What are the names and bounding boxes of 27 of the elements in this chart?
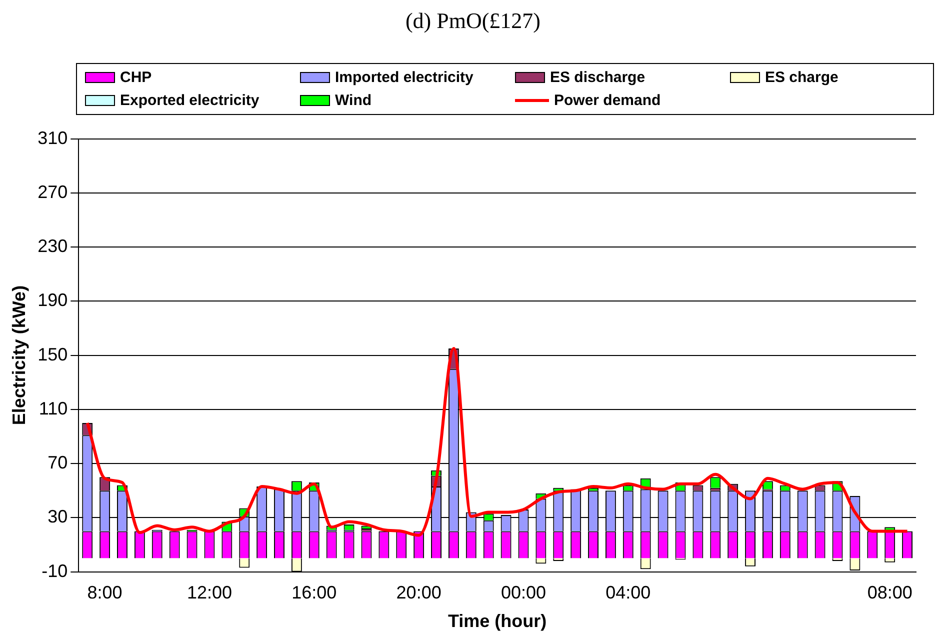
legend-label: Power demand — [553, 90, 662, 110]
line-series — [86, 347, 909, 537]
y-tick-label: 270 — [38, 182, 68, 202]
legend-label: Imported electricity — [334, 68, 474, 88]
x-tick-label: 16:00 — [292, 582, 337, 603]
x-tick-label: 20:00 — [396, 582, 442, 603]
x-tick-label: 00:00 — [500, 582, 546, 603]
x-tick-label: 08:00 — [867, 582, 912, 603]
y-tick-label: -10 — [42, 560, 68, 581]
y-axis-title: Electricity (kWe) — [8, 285, 29, 426]
legend-label: ES charge — [764, 68, 840, 88]
y-tick-label: 70 — [48, 452, 68, 473]
y-tick-label: 110 — [38, 398, 68, 418]
x-tick-label: 8:00 — [87, 582, 122, 603]
legend-label: Wind — [334, 90, 373, 110]
y-tick-label: 230 — [38, 236, 68, 256]
y-tick-label: 150 — [38, 344, 68, 364]
y-tick-label: 190 — [38, 290, 68, 310]
y-tick-label: 30 — [48, 506, 68, 527]
x-tick-label: 12:00 — [186, 582, 232, 603]
x-axis-title: Time (hour) — [448, 611, 547, 632]
legend-label: Exported electricity — [119, 90, 260, 110]
y-tick-label: 310 — [38, 128, 68, 148]
x-tick-label: 04:00 — [606, 582, 651, 603]
legend-label: ES discharge — [549, 68, 646, 88]
chart-title: (d) PmO(£127) — [404, 8, 542, 34]
legend-label: CHP — [119, 68, 153, 88]
